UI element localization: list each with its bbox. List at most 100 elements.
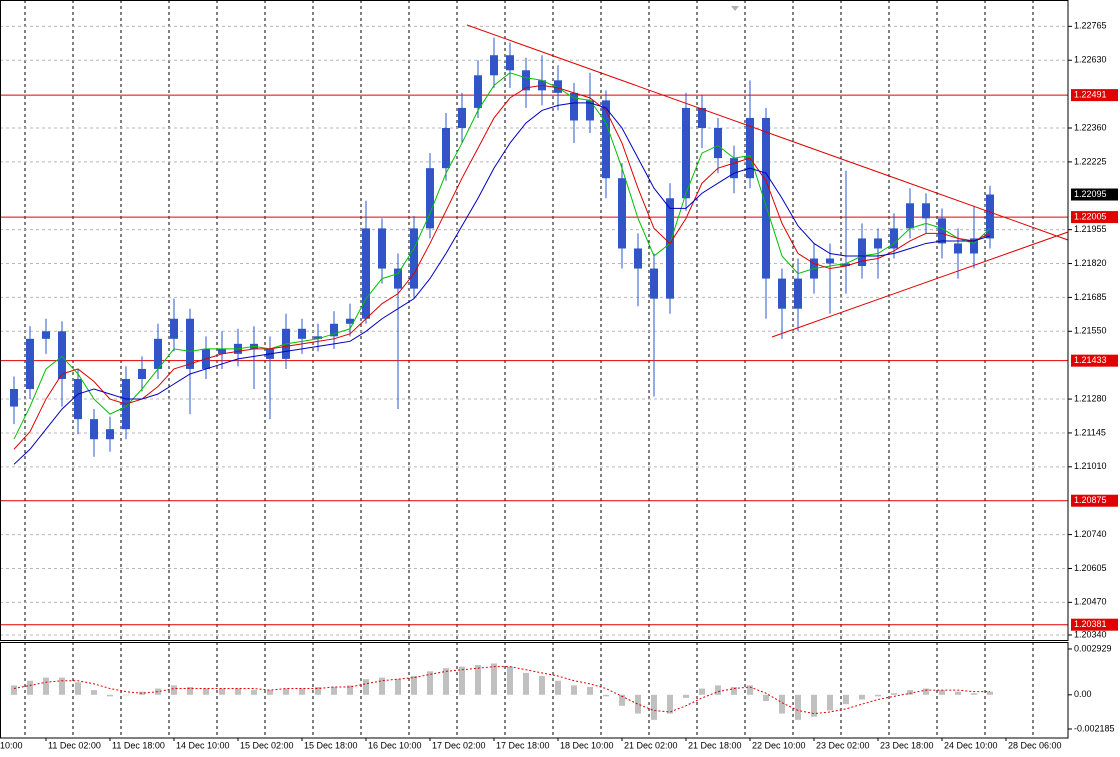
candle-body [330, 323, 338, 337]
candle-body [26, 338, 34, 390]
level-label-box [1071, 494, 1118, 507]
indicator-frame [0, 642, 1069, 739]
histogram-bar [123, 694, 129, 696]
candle-body [346, 318, 354, 324]
y-tick-label: 1.21820 [1074, 258, 1107, 268]
candle-body [874, 238, 882, 249]
candle-body [10, 389, 18, 407]
y-tick-label: 0.00 [1074, 689, 1092, 699]
candle-body [218, 348, 226, 354]
moving-average [13, 84, 991, 450]
histogram-bar [27, 680, 33, 695]
candle-body [490, 55, 498, 76]
y-tick-label: 1.21685 [1074, 292, 1107, 302]
histogram-bar [651, 694, 657, 720]
moving-average [13, 102, 991, 465]
histogram-bar [843, 694, 849, 705]
candle-body [714, 128, 722, 159]
histogram-bar [859, 694, 865, 700]
histogram-bar [827, 694, 833, 711]
x-tick-label: 28 Dec 06:00 [1008, 740, 1062, 750]
histogram-bar [75, 682, 81, 695]
histogram-bar [683, 694, 689, 698]
histogram-bar [315, 686, 321, 695]
current-price-box [1071, 188, 1118, 201]
histogram-bar [603, 694, 609, 697]
candle-body [778, 278, 786, 309]
histogram-bar [779, 694, 785, 714]
candle-body [426, 168, 434, 229]
histogram-bar [571, 685, 577, 695]
shift-marker [731, 6, 739, 11]
x-tick-label: 18 Dec 10:00 [560, 740, 614, 750]
candle-body [730, 158, 738, 179]
histogram-bar [43, 677, 49, 695]
histogram-bar [939, 690, 945, 695]
histogram-bar [715, 685, 721, 695]
x-tick-label: 17 Dec 18:00 [496, 740, 550, 750]
level-label: 1.22005 [1074, 211, 1107, 221]
candle-body [186, 318, 194, 369]
x-tick-label: 17 Dec 02:00 [432, 740, 486, 750]
histogram-bar [219, 688, 225, 695]
histogram-bar [395, 679, 401, 695]
histogram-bar [875, 694, 881, 697]
candle-body [394, 268, 402, 289]
y-tick-label: 1.22360 [1074, 122, 1107, 132]
candle-body [298, 328, 306, 339]
histogram-bar [459, 666, 465, 695]
histogram-bar [587, 686, 593, 695]
histogram-bar [619, 694, 625, 706]
y-tick-label: 1.22765 [1074, 21, 1107, 31]
histogram-bar [907, 690, 913, 695]
grid [24, 0, 1034, 738]
x-tick-label: 15 Dec 02:00 [240, 740, 294, 750]
candle-body [954, 243, 962, 254]
x-tick-label: 24 Dec 10:00 [944, 740, 998, 750]
histogram-bar [155, 688, 161, 695]
candle-body [922, 203, 930, 219]
x-tick-label: 23 Dec 18:00 [880, 740, 934, 750]
histogram-bar [235, 688, 241, 695]
histogram-bar [11, 685, 17, 695]
candle-body [618, 178, 626, 249]
histogram-bar [475, 665, 481, 695]
trendline-down [466, 24, 1069, 241]
x-tick-label: 15 Dec 18:00 [304, 740, 358, 750]
candle-body [986, 194, 994, 239]
y-tick-label: 1.20605 [1074, 563, 1107, 573]
histogram-bar [555, 680, 561, 695]
histogram-bar [923, 688, 929, 695]
histogram-bar [731, 686, 737, 695]
level-label: 1.21433 [1074, 355, 1107, 365]
histogram-bar [187, 686, 193, 695]
histogram-bar [379, 677, 385, 695]
histogram-bar [347, 685, 353, 695]
y-tick-label: 1.21280 [1074, 393, 1107, 403]
x-tick-label: 22 Dec 10:00 [752, 740, 806, 750]
histogram-bar [635, 694, 641, 714]
histogram-bar [331, 686, 337, 695]
candle-body [522, 70, 530, 91]
y-tick-label: 1.21010 [1074, 461, 1107, 471]
histogram-bar [91, 690, 97, 695]
candle-body [554, 80, 562, 93]
candle-body [474, 75, 482, 108]
histogram-bar [107, 694, 113, 697]
candle-body [970, 238, 978, 254]
histogram-bar [299, 688, 305, 695]
histogram-bar [667, 694, 673, 714]
candle-body [138, 368, 146, 379]
signal-line [13, 666, 990, 715]
candle-body [170, 318, 178, 339]
histogram-bar [59, 677, 65, 695]
x-tick-label: 11 Dec 18:00 [112, 740, 165, 750]
x-tick-label: 10:00 [0, 740, 23, 750]
y-tick-label: 1.22225 [1074, 156, 1107, 166]
marks [0, 25, 1068, 720]
histogram-bar [283, 688, 289, 695]
level-label-box [1071, 211, 1118, 224]
